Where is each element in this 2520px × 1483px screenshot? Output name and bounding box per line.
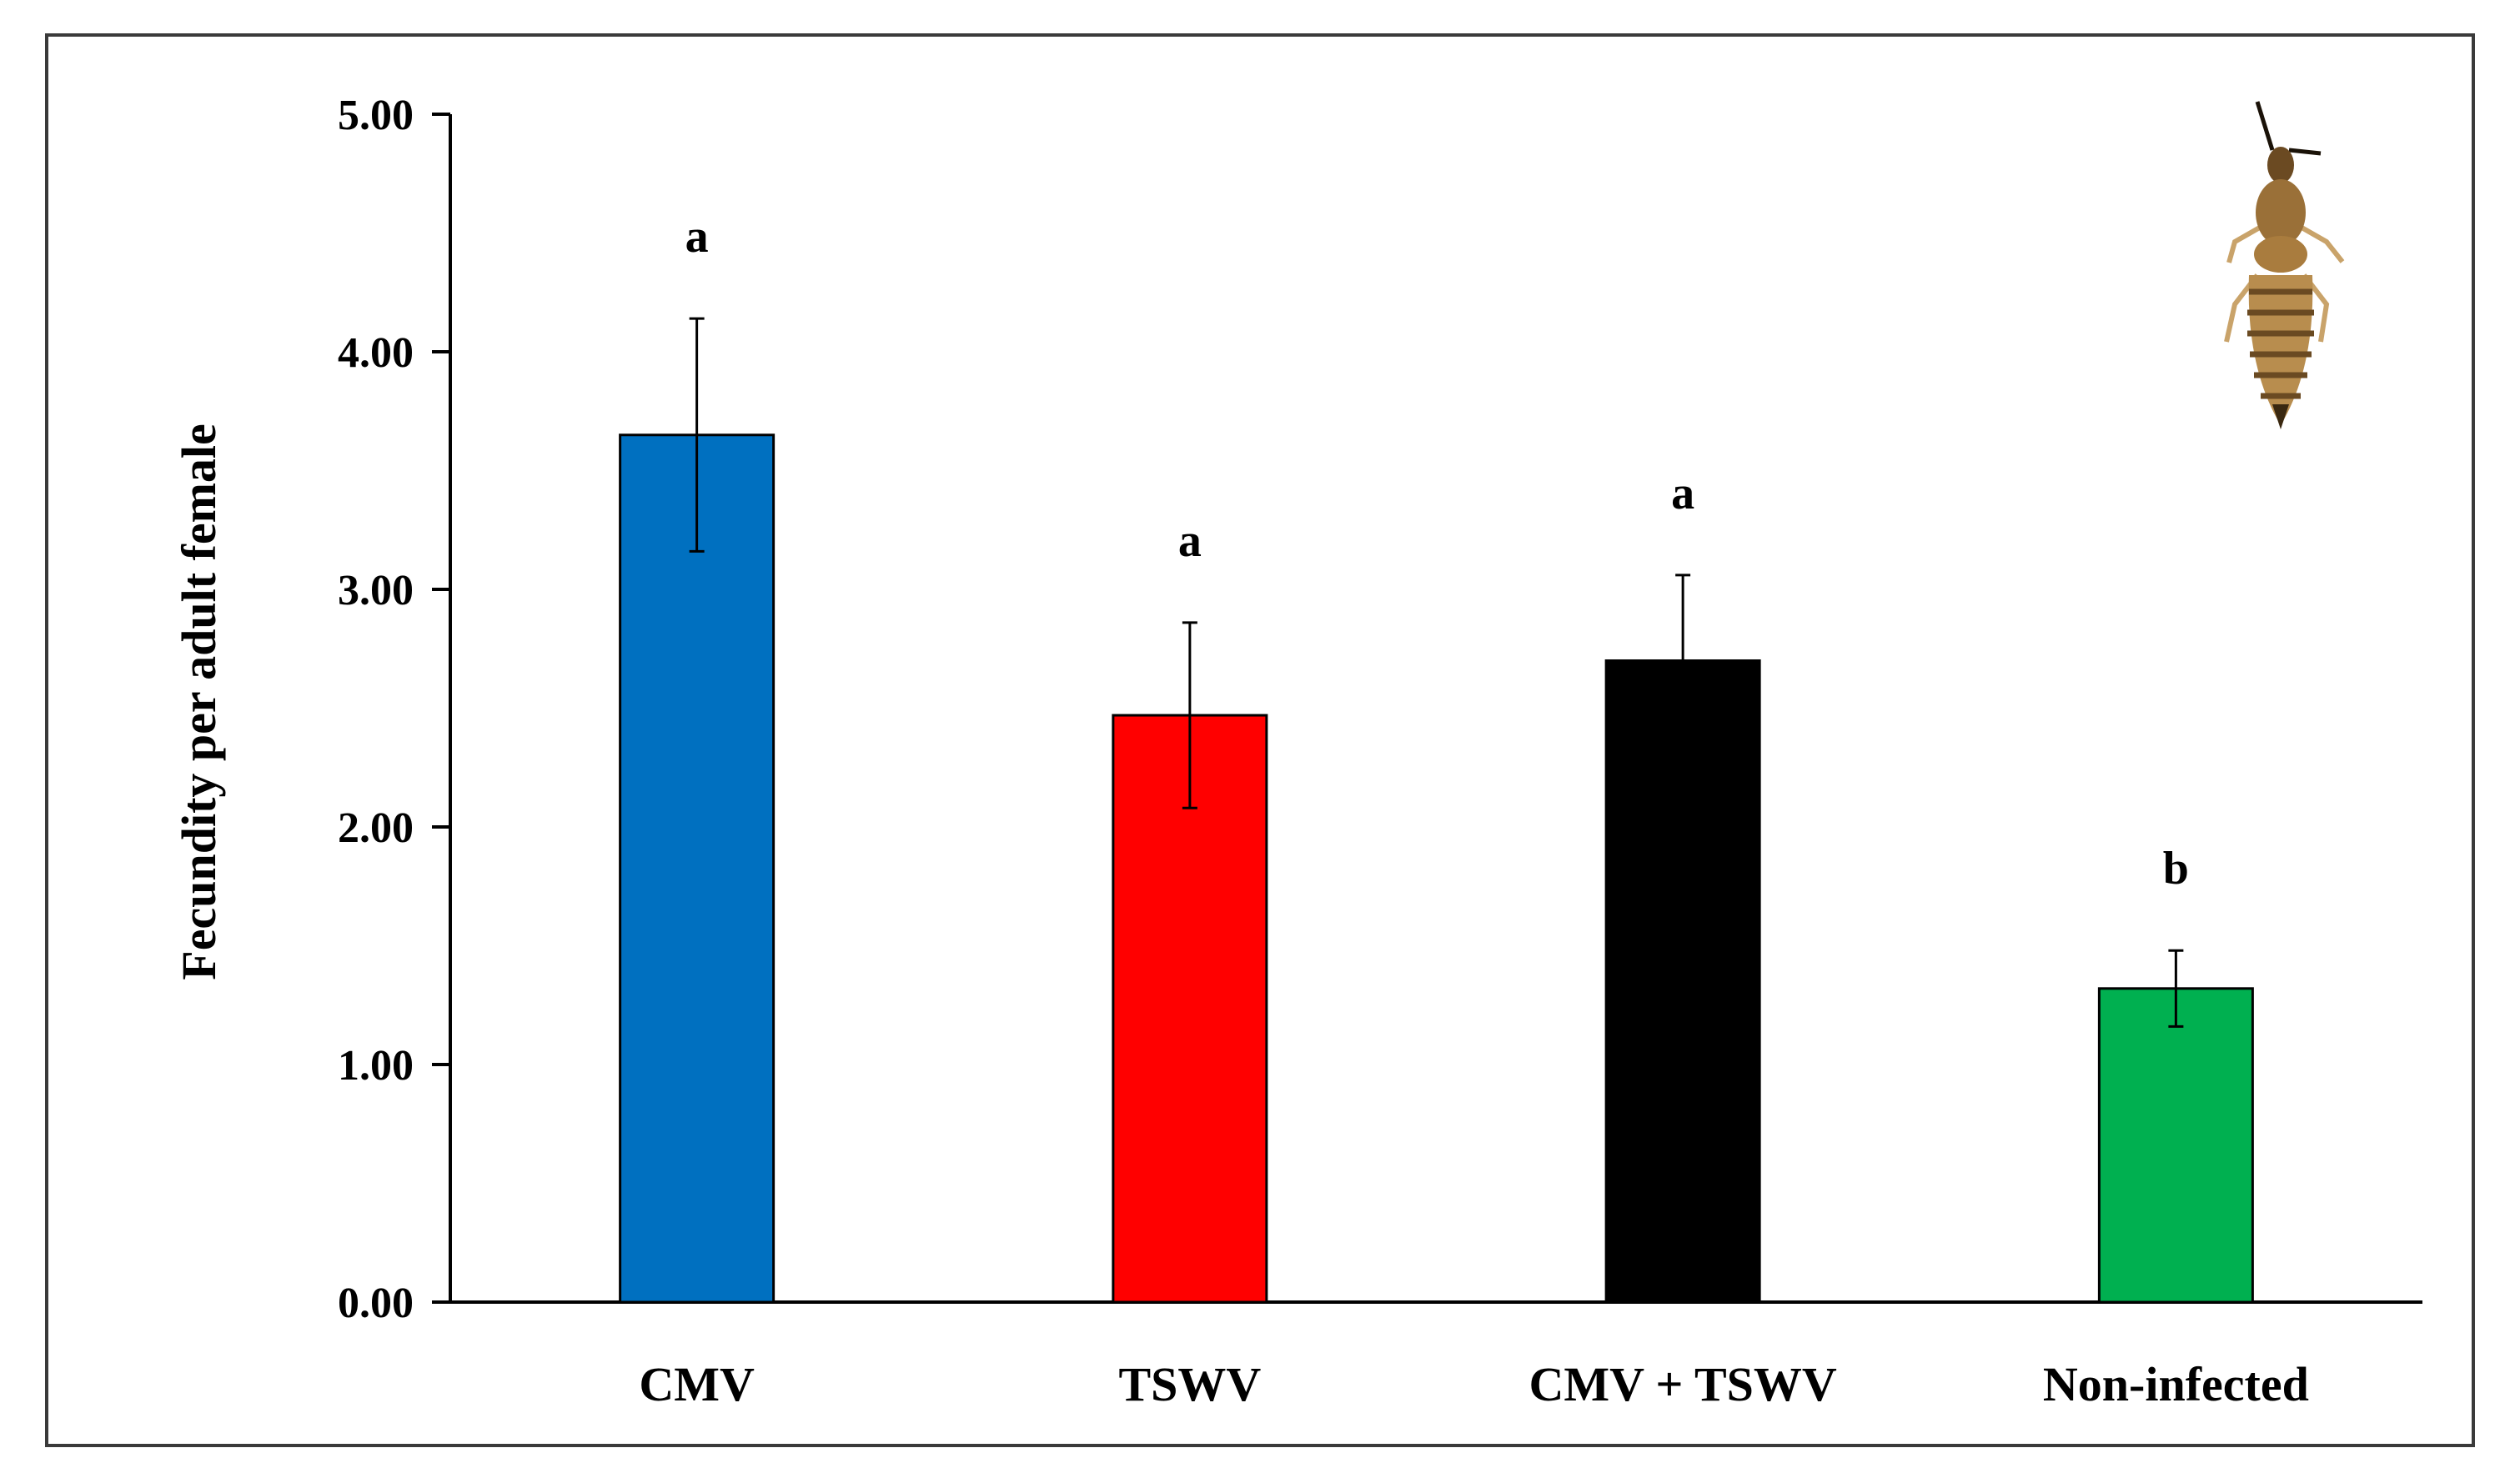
y-tick-label: 5.00	[338, 92, 414, 139]
y-ticks: 0.00 1.00 2.00 3.00 4.00 5.00	[338, 92, 450, 1327]
y-tick-label: 0.00	[338, 1280, 414, 1327]
significance-letter: a	[685, 211, 709, 263]
bar	[1604, 659, 1761, 1304]
x-category-label: CMV	[639, 1357, 755, 1411]
significance-letter: a	[1671, 468, 1694, 519]
y-axis-title: Fecundity per adult female	[172, 423, 226, 979]
bar	[1112, 714, 1268, 1304]
y-tick-label: 3.00	[338, 567, 414, 614]
x-category-label: TSWV	[1118, 1357, 1261, 1411]
bar	[2097, 987, 2254, 1304]
thrips-insect-icon	[2224, 101, 2345, 429]
significance-letter: a	[1178, 515, 1202, 567]
x-labels: CMV TSWV CMV + TSWV Non-infected	[639, 1357, 2308, 1411]
y-tick-label: 1.00	[338, 1042, 414, 1090]
y-tick-label: 2.00	[338, 804, 414, 852]
bars: a a a b	[619, 211, 2254, 1304]
significance-letter: b	[2163, 843, 2189, 894]
y-tick-label: 4.00	[338, 329, 414, 377]
x-category-label: CMV + TSWV	[1529, 1357, 1836, 1411]
x-category-label: Non-infected	[2043, 1357, 2309, 1411]
bar	[619, 433, 776, 1304]
